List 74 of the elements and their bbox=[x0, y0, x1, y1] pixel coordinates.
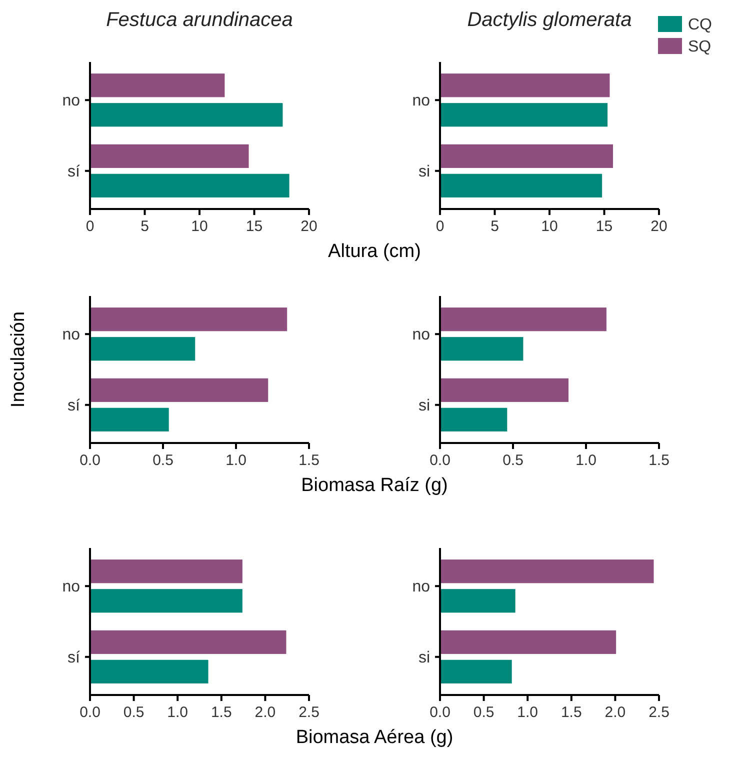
legend-label: CQ bbox=[688, 16, 712, 34]
y-tick-label: sí bbox=[68, 164, 81, 181]
x-tick-label: 2.5 bbox=[298, 704, 320, 721]
chart-title: Dactylis glomerata bbox=[467, 9, 632, 31]
bar bbox=[440, 337, 524, 361]
bar bbox=[90, 589, 242, 613]
bar bbox=[440, 103, 608, 127]
y-tick-label: no bbox=[412, 92, 430, 110]
x-tick-label: 0 bbox=[86, 218, 94, 235]
x-tick-label: 0.5 bbox=[502, 452, 524, 469]
x-tick-label: 1.0 bbox=[226, 452, 246, 469]
bar bbox=[90, 103, 283, 127]
x-tick-label: 2.5 bbox=[648, 704, 670, 721]
y-tick-label: sí bbox=[68, 650, 81, 667]
x-axis-title: Biomasa Aérea (g) bbox=[296, 727, 454, 748]
bar bbox=[440, 560, 654, 584]
y-tick-label: si bbox=[418, 164, 430, 181]
x-tick-label: 20 bbox=[650, 218, 668, 235]
x-axis-title: Altura (cm) bbox=[328, 241, 421, 262]
x-tick-label: 2.0 bbox=[254, 704, 276, 721]
y-tick-label: si bbox=[418, 650, 430, 667]
x-tick-label: 2.0 bbox=[604, 704, 626, 721]
y-tick-label: no bbox=[412, 326, 430, 344]
x-tick-label: 20 bbox=[300, 218, 318, 235]
bar bbox=[440, 408, 508, 432]
x-tick-label: 1.0 bbox=[167, 704, 188, 721]
bar bbox=[440, 589, 516, 613]
x-tick-label: 1.0 bbox=[576, 452, 596, 469]
bar bbox=[90, 408, 169, 432]
x-tick-label: 0.0 bbox=[80, 452, 100, 469]
x-tick-label: 0 bbox=[436, 218, 444, 235]
bar bbox=[90, 174, 290, 198]
x-tick-label: 1.0 bbox=[517, 704, 538, 721]
x-axis-title: Biomasa Raíz (g) bbox=[301, 475, 448, 496]
x-tick-label: 0.0 bbox=[430, 452, 450, 469]
x-tick-label: 1.5 bbox=[210, 704, 232, 721]
x-tick-label: 0.5 bbox=[123, 704, 144, 721]
bar bbox=[90, 660, 208, 684]
x-tick-label: 0.0 bbox=[80, 704, 100, 721]
x-tick-label: 10 bbox=[191, 218, 208, 235]
y-tick-label: no bbox=[62, 326, 80, 344]
x-tick-label: 10 bbox=[541, 218, 558, 235]
bar bbox=[90, 308, 288, 332]
y-tick-label: sí bbox=[68, 398, 81, 415]
bar bbox=[440, 630, 616, 654]
bar bbox=[440, 144, 614, 168]
chart-title: Festuca arundinacea bbox=[106, 9, 293, 31]
x-tick-label: 5 bbox=[490, 218, 499, 235]
bar bbox=[440, 378, 568, 402]
bar bbox=[90, 337, 196, 361]
y-tick-label: no bbox=[412, 578, 430, 596]
bar bbox=[440, 660, 512, 684]
bar bbox=[440, 308, 606, 332]
x-tick-label: 1.5 bbox=[298, 452, 320, 469]
bar bbox=[90, 144, 249, 168]
x-tick-label: 1.5 bbox=[560, 704, 582, 721]
bar bbox=[90, 378, 268, 402]
bar bbox=[440, 74, 610, 98]
legend-label: SQ bbox=[688, 38, 712, 56]
y-tick-label: no bbox=[62, 92, 80, 110]
bar bbox=[90, 560, 242, 584]
x-tick-label: 15 bbox=[596, 218, 613, 235]
x-tick-label: 15 bbox=[246, 218, 263, 235]
bar bbox=[90, 630, 286, 654]
y-tick-label: si bbox=[418, 398, 430, 415]
x-tick-label: 5 bbox=[140, 218, 149, 235]
x-tick-label: 0.5 bbox=[473, 704, 494, 721]
y-axis-title: Inoculación bbox=[8, 311, 29, 408]
bar bbox=[440, 174, 602, 198]
y-tick-label: no bbox=[62, 578, 80, 596]
bar bbox=[90, 74, 225, 98]
x-tick-label: 0.0 bbox=[430, 704, 450, 721]
x-tick-label: 1.5 bbox=[648, 452, 670, 469]
x-tick-label: 0.5 bbox=[152, 452, 174, 469]
